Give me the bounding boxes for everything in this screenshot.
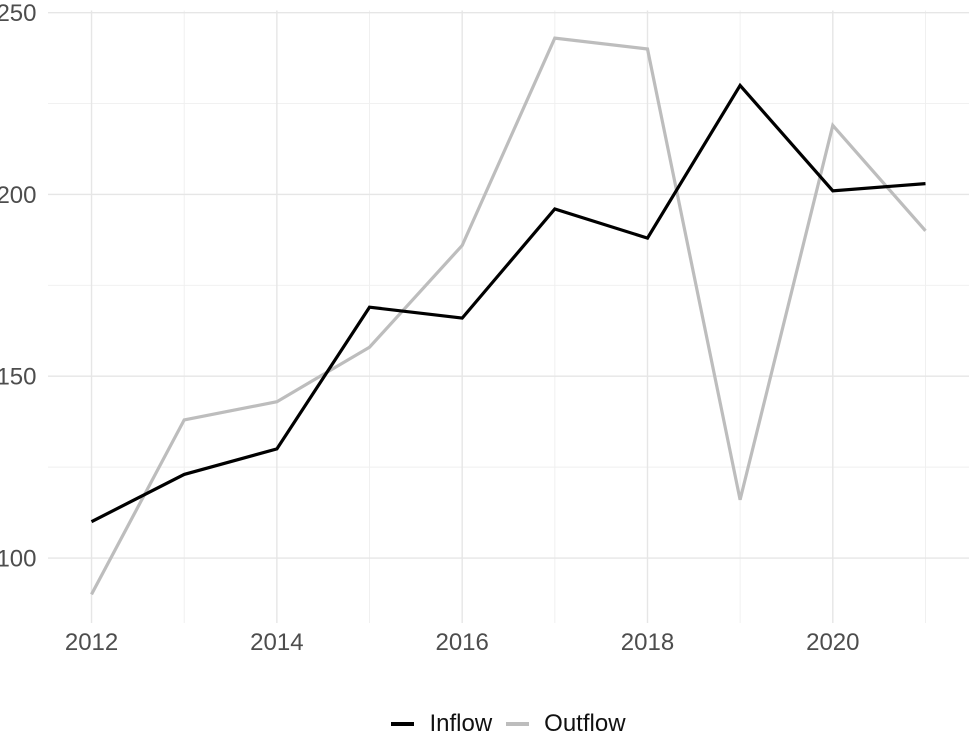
inflow-line [90, 82, 926, 524]
data-series-lines [90, 36, 927, 596]
legend-item-inflow: Inflow [391, 712, 492, 736]
legend-label-outflow: Outflow [544, 710, 626, 737]
y-axis-tick-label: 200 [0, 182, 37, 209]
inflow-line-swatch-icon [391, 722, 415, 726]
y-axis-tick-label: 250 [0, 0, 37, 27]
x-axis-tick-label: 2014 [250, 629, 303, 656]
x-axis-tick-labels: 2012 2014 2016 2018 2020 [65, 629, 860, 656]
legend-label-inflow: Inflow [429, 710, 493, 737]
gridlines-major [48, 10, 969, 623]
y-axis-tick-label: 150 [0, 364, 37, 391]
y-axis-tick-labels: 100 150 200 250 [0, 0, 37, 572]
x-axis-tick-label: 2020 [806, 629, 859, 656]
outflow-line-swatch-icon [506, 722, 530, 726]
chart-legend: Inflow Outflow [48, 704, 969, 740]
legend-item-outflow: Outflow [506, 710, 626, 737]
gridlines-minor [48, 10, 969, 623]
x-axis-tick-label: 2018 [621, 629, 674, 656]
x-axis-tick-label: 2016 [435, 629, 488, 656]
outflow-line [90, 36, 927, 596]
y-axis-tick-label: 100 [0, 546, 37, 573]
x-axis-tick-label: 2012 [65, 629, 118, 656]
